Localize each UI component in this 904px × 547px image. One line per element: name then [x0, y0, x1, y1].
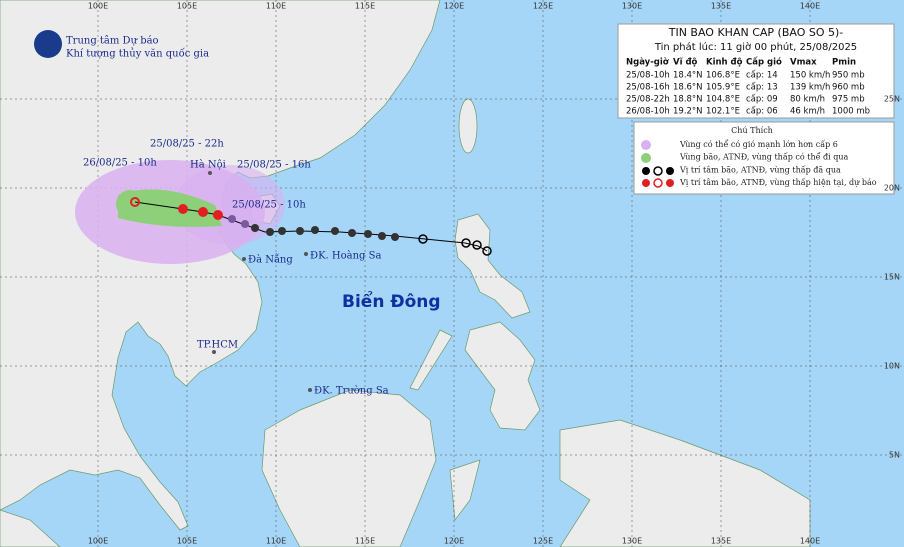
org: Khí tượng thủy văn quốc gia	[66, 49, 209, 60]
bulletin-title: TIN BAO KHAN CAP (BAO SO 5)-	[668, 26, 844, 39]
past-positions	[228, 215, 399, 241]
time-label: 26/08/25 - 10h	[83, 158, 157, 169]
legend-box	[633, 121, 895, 195]
lat-label: 20N	[884, 184, 900, 193]
table-cell: 18.8°N	[673, 95, 703, 105]
column-header: Ngày-giờ	[626, 57, 670, 68]
bulletin-issued: Tin phát lúc: 11 giờ 00 phút, 25/08/2025	[654, 41, 857, 53]
lon-label: 125E	[533, 537, 553, 546]
place: Hà Nội	[190, 160, 226, 171]
sea-label: Biển Đông	[342, 290, 441, 312]
time-label: 25/08/25 - 22h	[150, 139, 224, 150]
lon-label: 100E	[88, 537, 108, 546]
table-cell: 46 km/h	[790, 107, 825, 117]
table-cell: 150 km/h	[790, 71, 830, 81]
forecast-positions	[130, 197, 223, 220]
column-header: Vmax	[790, 58, 817, 68]
table-cell: 139 km/h	[790, 83, 830, 93]
bulletin-table: Ngày-giờ Vĩ độ Kinh độ Cấp gió Vmax Pmin 25/08…	[626, 57, 870, 117]
legend-title: Chú Thích	[731, 126, 773, 135]
lon-label: 120E	[444, 2, 464, 11]
lon-label: 105E	[177, 2, 197, 11]
table-cell: 104.8°E	[706, 95, 740, 105]
lon-label: 130E	[622, 2, 642, 11]
place: ĐK. Hoàng Sa	[310, 251, 381, 262]
column-header: Kinh độ	[706, 58, 743, 68]
table-cell: cấp: 14	[746, 70, 778, 81]
table-cell: 18.6°N	[673, 83, 703, 93]
place: TP.HCM	[197, 340, 238, 351]
table-cell: 25/08-22h	[626, 95, 670, 105]
table-cell: 18.4°N	[673, 71, 703, 81]
table-cell: 25/08-10h	[626, 71, 670, 81]
lon-label: 105E	[177, 537, 197, 546]
storm-zone	[116, 190, 144, 218]
place: ĐK. Trường Sa	[314, 386, 389, 397]
lat-label: 25N	[884, 95, 900, 104]
lat-label: 10N	[884, 362, 900, 371]
past-lows	[418, 234, 492, 256]
legend: Vùng có thể có gió mạnh lớn hơn cấp 6 Vùn…	[679, 140, 877, 187]
logo	[34, 30, 62, 58]
lon-label: 100E	[88, 2, 108, 11]
lon-label: 135E	[711, 537, 731, 546]
table-cell: 950 mb	[832, 71, 865, 81]
lon-label: 110E	[266, 537, 286, 546]
bulletin-box	[617, 23, 895, 119]
lon-label: 115E	[355, 2, 375, 11]
table-cell: 1000 mb	[832, 107, 870, 117]
lon-label: 125E	[533, 2, 553, 11]
legend-item: Vị trí tâm bão, ATNĐ, vùng thấp hiện tại…	[679, 178, 877, 187]
lon-label: 140E	[800, 537, 820, 546]
column-header: Cấp gió	[746, 57, 782, 68]
storm-zone	[118, 189, 222, 227]
legend-item: Vị trí tâm bão, ATNĐ, vùng thấp đã qua	[679, 165, 841, 174]
lon-label: 140E	[800, 2, 820, 11]
table-cell: 19.2°N	[673, 107, 703, 117]
table-cell: cấp: 09	[746, 94, 778, 105]
lat-label: 15N	[884, 273, 900, 282]
lon-label: 135E	[711, 2, 731, 11]
lon-label: 120E	[444, 537, 464, 546]
table-cell: 106.8°E	[706, 71, 740, 81]
lat-label: 5N	[889, 451, 900, 460]
lon-label: 115E	[355, 537, 375, 546]
column-header: Vĩ độ	[673, 58, 698, 68]
table-cell: cấp: 06	[746, 106, 778, 117]
table-cell: 105.9°E	[706, 83, 740, 93]
table-cell: 960 mb	[832, 83, 865, 93]
table-cell: 80 km/h	[790, 95, 825, 105]
time-label: 25/08/25 - 10h	[232, 200, 306, 211]
table-cell: 975 mb	[832, 95, 865, 105]
land	[0, 0, 811, 547]
place: Đà Nẵng	[248, 254, 293, 266]
time-label: 25/08/25 - 16h	[237, 160, 311, 171]
legend-item: Vùng bão, ATNĐ, vùng thấp có thể đi qua	[679, 153, 849, 162]
legend-item: Vùng có thể có gió mạnh lớn hơn cấp 6	[679, 140, 838, 149]
table-cell: 102.1°E	[706, 107, 740, 117]
lon-label: 130E	[622, 537, 642, 546]
table-cell: 25/08-16h	[626, 83, 670, 93]
lon-label: 110E	[266, 2, 286, 11]
table-cell: cấp: 13	[746, 82, 778, 93]
column-header: Pmin	[832, 58, 856, 68]
table-cell: 26/08-10h	[626, 107, 670, 117]
map-labels: 25/08/25 - 22h 26/08/25 - 10h 25/08/25 -…	[83, 139, 441, 397]
org: Trung tâm Dự báo	[66, 36, 159, 47]
